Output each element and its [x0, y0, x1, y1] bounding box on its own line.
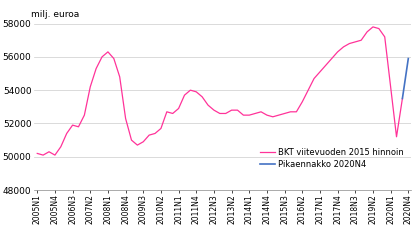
BKT viitevuoden 2015 hinnoin	[188, 89, 193, 91]
BKT viitevuoden 2015 hinnoin	[276, 114, 281, 116]
BKT viitevuoden 2015 hinnoin	[217, 112, 222, 115]
Pikaennakko 2020N4	[400, 97, 405, 100]
BKT viitevuoden 2015 hinnoin	[35, 152, 40, 155]
Legend: BKT viitevuoden 2015 hinnoin, Pikaennakko 2020N4: BKT viitevuoden 2015 hinnoin, Pikaennakk…	[256, 145, 407, 173]
Line: Pikaennakko 2020N4: Pikaennakko 2020N4	[402, 59, 408, 99]
BKT viitevuoden 2015 hinnoin	[270, 116, 275, 118]
Pikaennakko 2020N4	[406, 57, 411, 60]
Text: milj. euroa: milj. euroa	[30, 10, 79, 19]
BKT viitevuoden 2015 hinnoin	[241, 114, 246, 116]
Line: BKT viitevuoden 2015 hinnoin: BKT viitevuoden 2015 hinnoin	[37, 27, 402, 155]
BKT viitevuoden 2015 hinnoin	[82, 114, 87, 116]
